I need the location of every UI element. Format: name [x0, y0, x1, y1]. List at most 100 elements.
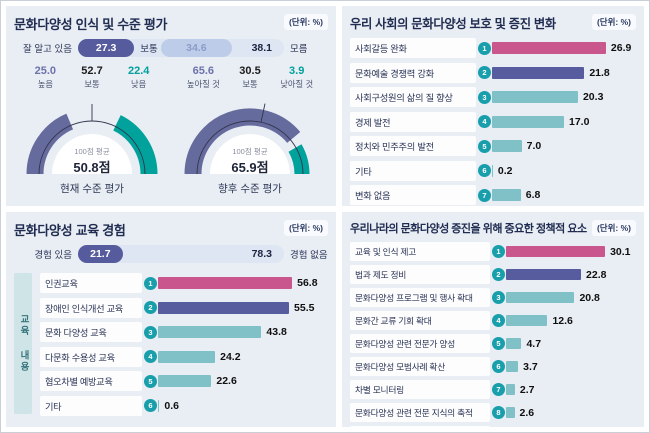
- bar-label-box: 경제 발전: [350, 111, 476, 132]
- unit-badge: (단위: %): [591, 220, 636, 236]
- bar-track: 56.8: [158, 277, 328, 290]
- bar-row: 교육 및 인식 제고 1 30.1: [350, 242, 636, 261]
- rank-badge: 6: [478, 164, 491, 177]
- bar-label-box: 법과 제도 정비: [350, 265, 490, 284]
- stat-will-fall: 3.9 낮아질 것: [280, 65, 314, 89]
- bar-row: 문화다양성 관련 전문 지식의 축적 8 2.6: [350, 403, 636, 422]
- rank-badge: 2: [492, 268, 505, 281]
- bar-label-box: 사회갈등 완화: [350, 38, 476, 58]
- bar-label-box: 변화 없음: [350, 185, 476, 205]
- bar-label-box: 문화간 교류 기회 확대: [350, 311, 490, 330]
- panel-header: 우리 사회의 문화다양성 보호 및 증진 변화 (단위: %): [350, 14, 636, 32]
- panel-header: 문화다양성 교육 경험 (단위: %): [14, 220, 328, 239]
- bar-value: 7.0: [526, 140, 542, 152]
- gauge-area: 25.0 높음 52.7 보통 22.4 낮음: [14, 65, 328, 196]
- bar-value: 24.2: [220, 350, 241, 363]
- bar-fill: [492, 189, 521, 201]
- rank-badge: 6: [492, 360, 505, 373]
- panel-title: 우리나라의 문화다양성 증진을 위해 중요한 정책적 요소: [350, 223, 587, 235]
- bar-track: 20.3: [492, 91, 636, 104]
- bar-row: 문화 다양성 교육 3 43.8: [40, 322, 328, 342]
- bar-track: 2.7: [506, 383, 636, 396]
- bar-label-box: 인권교육: [40, 273, 142, 293]
- bar-track: 21.8: [492, 66, 636, 79]
- gauge-caption: 향후 수준 평가: [218, 183, 282, 195]
- bar-value: 17.0: [569, 115, 590, 128]
- gauge-score: 100점 평균 50.8점: [73, 147, 111, 175]
- bar-row: 변화 없음 7 6.8: [350, 185, 636, 205]
- bar-value: 21.8: [589, 66, 610, 79]
- rank-badge: 2: [478, 66, 491, 79]
- bar-label-box: 문화 다양성 교육: [40, 322, 142, 342]
- rank-badge: 1: [144, 276, 157, 290]
- unit-badge: (단위: %): [283, 14, 328, 30]
- bar-row: 문화다양성 모범사례 확산 6 3.7: [350, 357, 636, 376]
- bar-fill: [492, 66, 585, 79]
- segment-label-not-experienced: 경험 없음: [290, 250, 328, 261]
- bar-track: 3.7: [506, 360, 636, 373]
- bar-value: 2.6: [519, 406, 535, 419]
- bar-segment-know-well: 27.3: [78, 39, 135, 57]
- gauge-current-stats: 25.0 높음 52.7 보통 22.4 낮음: [16, 65, 168, 90]
- bar-value: 12.6: [552, 314, 573, 327]
- bar-track: 22.6: [158, 375, 328, 388]
- rank-badge: 6: [144, 399, 157, 412]
- bar-fill: [158, 350, 216, 363]
- gauge-current: 25.0 높음 52.7 보통 22.4 낮음: [16, 65, 168, 196]
- bar-fill: [506, 384, 515, 395]
- bar-value: 3.7: [523, 360, 538, 373]
- bar-fill: [158, 375, 212, 387]
- education-content-band: 교육 내용: [14, 273, 32, 414]
- bar-track: 55.5: [158, 301, 328, 314]
- rank-badge: 4: [492, 314, 505, 327]
- panel-policy-elements: 우리나라의 문화다양성 증진을 위해 중요한 정책적 요소 (단위: %) 교육…: [342, 212, 644, 427]
- bar-row: 장애인 인식개선 교육 2 55.5: [40, 297, 328, 318]
- bar-label-box: 기타: [350, 426, 490, 427]
- panel-education-experience: 문화다양성 교육 경험 (단위: %) 경험 있음 21.7 78.3 경험 없…: [6, 212, 336, 427]
- bar-value: 0.6: [164, 399, 180, 412]
- rank-badge: 3: [478, 90, 491, 104]
- bar-value: 2.7: [519, 383, 535, 396]
- unit-badge: (단위: %): [591, 14, 636, 30]
- bar-segment-experienced: 21.7: [78, 245, 123, 263]
- bar-value: 56.8: [297, 277, 318, 289]
- bar-fill: [506, 269, 582, 280]
- stat-will-rise: 65.6 높아질 것: [186, 65, 220, 89]
- bar-fill: [506, 407, 515, 418]
- bar-track: 2.6: [506, 406, 636, 419]
- panel-title: 문화다양성 인식 및 수준 평가: [14, 17, 168, 32]
- rank-badge: 3: [492, 291, 505, 304]
- panel-header: 우리나라의 문화다양성 증진을 위해 중요한 정책적 요소 (단위: %): [350, 220, 636, 236]
- bar-label-box: 문화예술 경쟁력 강화: [350, 62, 476, 83]
- bar-value: 43.8: [266, 326, 287, 338]
- bar-row: 사회구성원의 삶의 질 향상 3 20.3: [350, 87, 636, 107]
- rank-badge: 4: [144, 350, 157, 363]
- education-content-chart: 교육 내용 인권교육 1 56.8 장애인 인식개선 교육 2 55.5 문화: [14, 273, 328, 416]
- bar-fill: [492, 115, 564, 128]
- panel-promotion-change: 우리 사회의 문화다양성 보호 및 증진 변화 (단위: %) 사회갈등 완화 …: [342, 6, 644, 206]
- bar-fill: [506, 338, 522, 349]
- bar-value: 22.6: [216, 375, 237, 387]
- bar-label-box: 사회구성원의 삶의 질 향상: [350, 87, 476, 107]
- bar-track: 22.8: [506, 268, 636, 281]
- bar-label-box: 혐오차별 예방교육: [40, 371, 142, 391]
- bar-label-box: 다문화 수용성 교육: [40, 346, 142, 367]
- bar-track: 0.2: [492, 164, 636, 177]
- bar-track: 0.6: [158, 399, 328, 412]
- bar-track: 6.8: [492, 189, 636, 202]
- bar-track: 12.6: [506, 314, 636, 327]
- rank-badge: 5: [478, 139, 491, 153]
- segment-label-experienced: 경험 있음: [34, 250, 72, 261]
- bar-row: 문화예술 경쟁력 강화 2 21.8: [350, 62, 636, 83]
- bar-track: 30.1: [506, 245, 636, 258]
- bar-track: 24.2: [158, 350, 328, 363]
- bar-value: 55.5: [294, 301, 315, 314]
- rank-badge: 7: [492, 383, 505, 396]
- bar-fill: [492, 164, 493, 177]
- bar-fill: [506, 292, 575, 303]
- bar-label-box: 교육 및 인식 제고: [350, 242, 490, 261]
- bar-track: 20.8: [506, 291, 636, 304]
- rank-badge: 1: [478, 41, 491, 55]
- bar-segment-not-experienced-value: 78.3: [251, 248, 272, 260]
